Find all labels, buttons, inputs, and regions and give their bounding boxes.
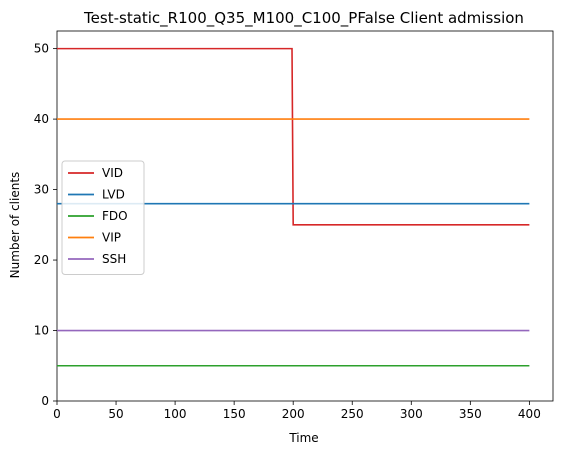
y-tick-label: 20 — [34, 253, 49, 267]
x-tick-label: 400 — [518, 407, 541, 421]
x-axis-ticks: 0 50 100 150 200 250 300 350 400 — [53, 401, 541, 421]
legend-label-vid: VID — [102, 166, 123, 180]
y-tick-label: 0 — [41, 394, 49, 408]
x-tick-label: 0 — [53, 407, 61, 421]
x-tick-label: 50 — [108, 407, 123, 421]
legend: VID LVD FDO VIP SSH — [62, 161, 144, 275]
x-tick-label: 100 — [164, 407, 187, 421]
x-tick-label: 300 — [400, 407, 423, 421]
y-tick-label: 10 — [34, 324, 49, 338]
chart-title: Test-static_R100_Q35_M100_C100_PFalse Cl… — [83, 9, 524, 28]
x-tick-label: 200 — [282, 407, 305, 421]
legend-label-ssh: SSH — [102, 252, 126, 266]
y-axis-ticks: 0 10 20 30 40 50 — [34, 42, 57, 408]
legend-label-lvd: LVD — [102, 188, 125, 202]
x-tick-label: 150 — [223, 407, 246, 421]
y-tick-label: 30 — [34, 183, 49, 197]
x-tick-label: 250 — [341, 407, 364, 421]
y-axis-label: Number of clients — [8, 172, 22, 279]
legend-label-vip: VIP — [102, 231, 121, 245]
x-axis-label: Time — [288, 431, 318, 445]
y-tick-label: 40 — [34, 112, 49, 126]
legend-label-fdo: FDO — [102, 209, 128, 223]
x-tick-label: 350 — [459, 407, 482, 421]
y-tick-label: 50 — [34, 42, 49, 56]
